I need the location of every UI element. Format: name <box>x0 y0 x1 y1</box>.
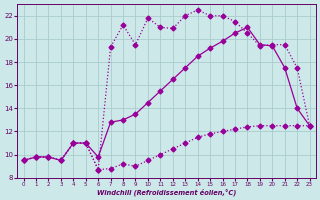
X-axis label: Windchill (Refroidissement éolien,°C): Windchill (Refroidissement éolien,°C) <box>97 188 236 196</box>
